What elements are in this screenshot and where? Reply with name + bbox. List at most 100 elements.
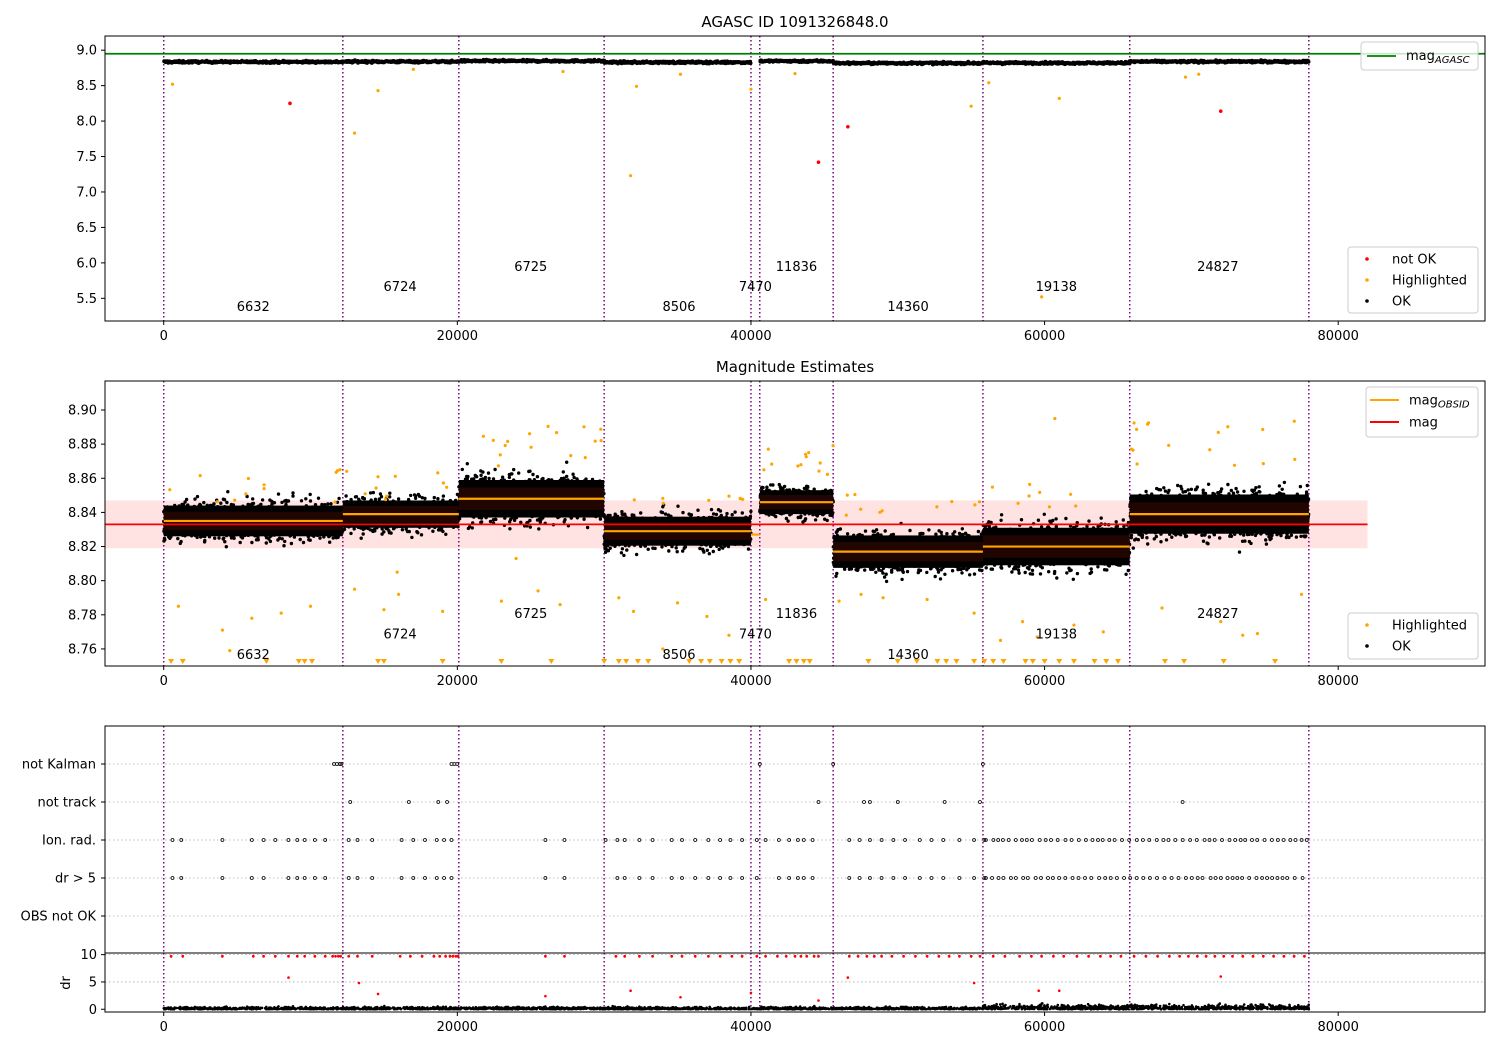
- dr-outlier-point: [679, 995, 682, 999]
- y-tick-label: 6.5: [76, 221, 97, 236]
- obsid-label: 6725: [514, 607, 547, 622]
- magnitude-estimates-title: Magnitude Estimates: [716, 358, 874, 376]
- ok-points-obs-8506: [602, 59, 753, 66]
- obsid-label: 11836: [776, 607, 817, 622]
- ok-points-obs-24827: [1127, 58, 1311, 65]
- highlighted-point: [987, 81, 991, 85]
- figure-title: AGASC ID 1091326848.0: [701, 13, 888, 31]
- legend-box: [1360, 41, 1479, 71]
- highlighted-point: [1255, 631, 1260, 636]
- highlighted-point: [1160, 606, 1164, 610]
- highlighted-point: [837, 599, 841, 603]
- y-tick-label: 8.0: [76, 115, 97, 130]
- highlighted-point: [220, 628, 225, 632]
- below-range-marker: [439, 659, 446, 664]
- dr-outlier-point: [1219, 975, 1223, 978]
- highlighted-point: [170, 82, 175, 86]
- y-tick-label: 9.0: [76, 44, 97, 59]
- x-tick-label: 60000: [1024, 329, 1065, 344]
- dr-panel: 0 5 10 0 20000 40000 60000 80000 dr: [59, 948, 1486, 1035]
- highlighted-point: [308, 604, 313, 608]
- below-range-marker: [634, 659, 641, 664]
- below-range-marker: [913, 659, 920, 664]
- highlighted-point: [1197, 72, 1201, 76]
- obsid-label: 6725: [514, 260, 547, 275]
- magnitude-estimates-panel: Magnitude Estimates 6632 6724 6725 8506 7470…: [68, 358, 1486, 689]
- legend-box: [1347, 612, 1479, 660]
- below-range-marker: [301, 659, 308, 664]
- flag-category-label: dr > 5: [55, 872, 96, 887]
- axes-frame: [104, 35, 1486, 322]
- highlighted-point: [1183, 75, 1188, 79]
- flag-points-dense: [984, 876, 1305, 880]
- highlighted-point: [749, 87, 753, 91]
- ok-points-obs-11836: [758, 58, 835, 65]
- y-tick-label: 8.86: [68, 472, 97, 487]
- below-range-marker: [1091, 659, 1098, 664]
- below-range-marker: [375, 659, 382, 664]
- highlighted-point: [675, 601, 680, 605]
- x-tick-label: 40000: [730, 674, 771, 689]
- below-range-marker: [1181, 659, 1188, 664]
- x-tick-label: 60000: [1024, 674, 1065, 689]
- obsid-label: 6724: [384, 627, 417, 642]
- dr-outlier-point: [376, 992, 380, 996]
- y-tick-label: 8.90: [68, 404, 97, 419]
- below-range-marker: [981, 659, 988, 664]
- below-range-marker: [990, 659, 997, 664]
- flag-category-label: OBS not OK: [21, 910, 97, 925]
- flag-points: [170, 838, 987, 842]
- highlighted-point: [1241, 633, 1245, 637]
- x-tick-label: 80000: [1318, 1020, 1359, 1035]
- below-range-marker: [1041, 659, 1048, 664]
- obsid-label: 14360: [887, 300, 928, 315]
- dr-outlier-point: [544, 994, 547, 998]
- x-tick-label: 60000: [1024, 1020, 1065, 1035]
- highlighted-point: [352, 587, 357, 591]
- highlighted-point: [881, 596, 885, 600]
- below-range-marker: [953, 659, 960, 664]
- dr-outlier-point: [972, 981, 976, 985]
- y-tick-label: 5.5: [76, 292, 97, 307]
- below-range-marker: [179, 659, 186, 664]
- below-range-marker: [718, 659, 725, 664]
- dr-outlier-point: [1057, 989, 1061, 992]
- highlighted-point: [395, 570, 399, 574]
- below-range-marker: [1056, 659, 1063, 664]
- highlighted-point: [1299, 592, 1304, 596]
- ok-points-obs-6725: [457, 460, 606, 531]
- legend-swatch: [1365, 644, 1369, 648]
- below-range-marker: [1070, 659, 1077, 664]
- highlighted-point: [382, 608, 386, 612]
- below-range-marker: [800, 659, 807, 664]
- below-range-marker: [380, 659, 387, 664]
- dr-outlier-point: [1037, 989, 1041, 992]
- not-ok-point: [846, 124, 850, 129]
- below-range-marker: [1029, 659, 1036, 664]
- not-ok-point: [816, 160, 821, 164]
- highlighted-point: [634, 84, 639, 88]
- highlighted-point: [793, 71, 797, 76]
- below-range-marker: [971, 659, 978, 664]
- obsid-label: 8506: [662, 648, 695, 663]
- y-tick-label: 8.76: [68, 642, 97, 657]
- below-range-marker: [786, 659, 793, 664]
- obsid-label: 19138: [1036, 627, 1077, 642]
- highlighted-point: [1035, 635, 1039, 639]
- x-tick-label: 80000: [1318, 674, 1359, 689]
- below-range-marker: [1114, 659, 1121, 664]
- not-ok-point: [1218, 109, 1223, 113]
- dr-axis-label: dr: [59, 976, 74, 990]
- obsid-label: 11836: [776, 260, 817, 275]
- highlighted-point: [176, 604, 181, 608]
- highlighted-point: [1219, 620, 1223, 624]
- below-range-marker: [698, 659, 705, 664]
- flags-plot-area: [105, 726, 1485, 953]
- highlighted-points-cluster: [762, 444, 835, 477]
- highlighted-point: [1053, 416, 1057, 421]
- legend-status: Highlighted OK: [1347, 612, 1479, 660]
- below-range-marker: [706, 659, 713, 664]
- below-range-marker: [943, 659, 950, 664]
- below-range-marker: [548, 659, 555, 664]
